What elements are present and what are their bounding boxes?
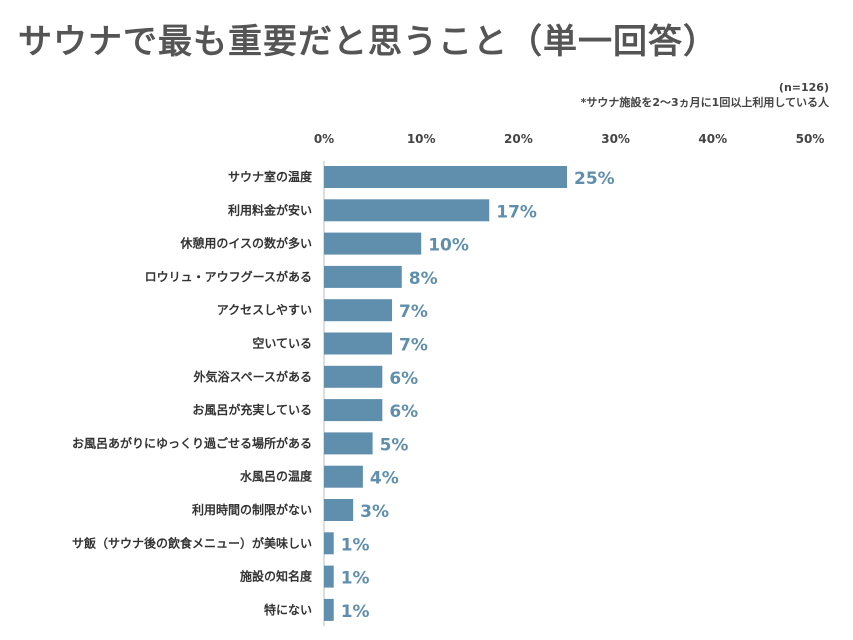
x-tick-label: 0% xyxy=(314,132,334,146)
data-label: 17% xyxy=(496,202,537,222)
category-label: お風呂あがりにゆっくり過ごせる場所がある xyxy=(72,435,312,450)
data-label: 6% xyxy=(389,369,418,389)
data-label: 8% xyxy=(409,269,438,289)
bar xyxy=(324,199,490,222)
bar xyxy=(324,432,373,455)
chart-notes: (n=126) *サウナ施設を2〜3ヵ月に1回以上利用している人 xyxy=(581,80,829,110)
category-label: 休憩用のイスの数が多い xyxy=(179,236,312,251)
data-label: 4% xyxy=(370,469,399,489)
category-label: 施設の知名度 xyxy=(240,569,313,584)
category-label: サウナ室の温度 xyxy=(228,169,313,184)
category-label: 利用時間の制限がない xyxy=(192,502,312,517)
x-tick-label: 10% xyxy=(407,132,436,146)
bar xyxy=(324,598,334,621)
data-label: 7% xyxy=(399,302,428,322)
x-tick-label: 40% xyxy=(698,132,727,146)
data-label: 5% xyxy=(380,435,409,455)
category-label: アクセスしやすい xyxy=(217,303,312,317)
data-label: 3% xyxy=(360,502,389,522)
category-label: 空いている xyxy=(252,336,312,351)
bar xyxy=(324,332,393,355)
bar xyxy=(324,232,422,255)
data-label: 1% xyxy=(341,602,370,622)
bar xyxy=(324,465,363,488)
category-label: 水風呂の温度 xyxy=(240,469,313,484)
bar xyxy=(324,499,354,521)
x-tick-label: 30% xyxy=(601,132,630,146)
target-note: *サウナ施設を2〜3ヵ月に1回以上利用している人 xyxy=(580,96,829,109)
bar xyxy=(324,399,383,422)
bar xyxy=(324,365,383,388)
sample-size-note: (n=126) xyxy=(778,81,829,94)
data-label: 1% xyxy=(341,535,370,555)
bar xyxy=(324,166,567,188)
bar xyxy=(324,565,334,588)
bar xyxy=(324,299,393,322)
category-label: 特にない xyxy=(264,602,312,617)
category-label: 利用料金が安い xyxy=(228,202,312,217)
data-label: 7% xyxy=(399,336,428,356)
category-label: お風呂が充実している xyxy=(192,402,312,417)
category-label: 外気浴スペースがある xyxy=(193,369,312,384)
bar xyxy=(324,532,334,555)
category-label: サ飯（サウナ後の飲食メニュー）が美味しい xyxy=(72,535,312,550)
data-label: 10% xyxy=(428,236,469,256)
x-tick-label: 20% xyxy=(504,132,533,146)
x-tick-label: 50% xyxy=(796,132,825,146)
data-label: 6% xyxy=(389,402,418,422)
data-label: 1% xyxy=(341,569,370,589)
category-label: ロウリュ・アウフグースがある xyxy=(145,269,312,284)
chart-title: サウナで最も重要だと思うこと（単一回答） xyxy=(18,22,718,62)
data-label: 25% xyxy=(574,169,615,189)
bar xyxy=(324,265,402,288)
